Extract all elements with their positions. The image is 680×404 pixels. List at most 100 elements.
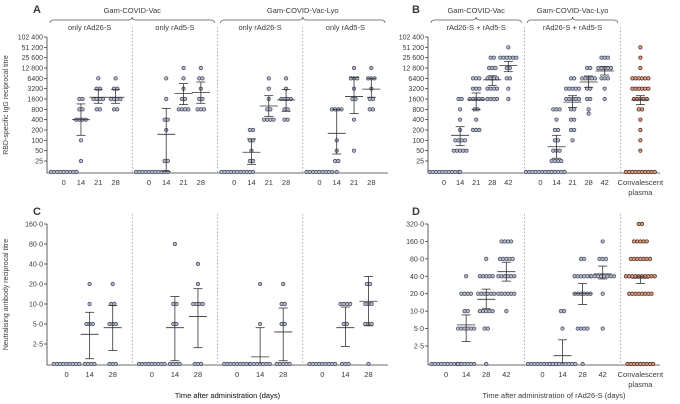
x-tick-label: 28 bbox=[482, 370, 490, 379]
y-tick-label: 160·0 bbox=[25, 222, 43, 229]
panel-c: C 2·5 5·0 10·0 20·0 40·0 80·0 160·0 Neutralising… bbox=[3, 206, 388, 400]
group: 0 14 28 bbox=[51, 281, 122, 379]
data-point bbox=[494, 86, 500, 91]
bracket-label: Gam-COVID-Vac-Lyo bbox=[537, 6, 609, 15]
group: 0 14 28 42 bbox=[429, 239, 517, 379]
data-point bbox=[367, 281, 373, 287]
data-point bbox=[100, 96, 106, 102]
group-label: only rAd26-S bbox=[238, 23, 281, 32]
data-point bbox=[464, 148, 469, 153]
x-tick-label: 0 bbox=[147, 178, 151, 187]
data-point bbox=[560, 326, 565, 331]
data-point bbox=[472, 326, 477, 331]
data-point bbox=[652, 274, 657, 279]
y-tick-label: 5·0 bbox=[33, 322, 43, 329]
data-point bbox=[266, 76, 271, 81]
group-label: rAd26-S + rAd5-S bbox=[543, 23, 602, 32]
data-point bbox=[165, 158, 170, 164]
data-point bbox=[267, 361, 272, 367]
data-point bbox=[96, 76, 101, 81]
data-point bbox=[572, 127, 577, 133]
data-point bbox=[334, 169, 339, 175]
data-point bbox=[638, 45, 643, 50]
x-tick-label: 0 bbox=[232, 178, 236, 187]
x-tick-label: 42 bbox=[601, 178, 609, 187]
panel-b: B 25 50 100 200 400 800 1600 3200 6400 12 800 25 60… bbox=[399, 4, 664, 197]
data-point bbox=[504, 309, 509, 314]
x-tick-label: 28 bbox=[197, 178, 205, 187]
x-tick-label: 28 bbox=[578, 370, 586, 379]
group: 0 14 28 bbox=[302, 214, 378, 379]
data-point bbox=[600, 291, 605, 296]
data-point bbox=[250, 158, 256, 164]
y-tick-label: 10·0 bbox=[29, 302, 43, 309]
data-point bbox=[92, 361, 97, 367]
data-point bbox=[113, 321, 119, 327]
y-tick-label: 12 800 bbox=[22, 66, 44, 73]
x-tick-label: 28 bbox=[109, 370, 117, 379]
bracket-label: Gam-COVID-Vac bbox=[104, 6, 162, 15]
data-point bbox=[181, 76, 186, 81]
data-point bbox=[484, 256, 489, 261]
data-point bbox=[559, 158, 564, 164]
y-tick-label: 50 bbox=[416, 148, 424, 155]
x-tick-label: Convalescent bbox=[618, 178, 664, 187]
data-point bbox=[353, 96, 358, 102]
data-point bbox=[477, 86, 482, 91]
x-tick-label: 28 bbox=[194, 370, 202, 379]
data-point bbox=[348, 301, 353, 307]
data-point bbox=[199, 361, 204, 367]
data-point bbox=[78, 158, 84, 164]
data-point bbox=[557, 148, 562, 153]
data-point bbox=[198, 65, 203, 71]
x-tick-label: 0 bbox=[444, 370, 448, 379]
x-tick-label: 21 bbox=[179, 178, 187, 187]
data-point bbox=[585, 326, 590, 331]
x-tick-label: 28 bbox=[584, 178, 592, 187]
data-point bbox=[113, 361, 119, 367]
data-point bbox=[462, 138, 468, 143]
x-tick-label: 14 bbox=[456, 178, 464, 187]
x-tick-label: 21 bbox=[265, 178, 273, 187]
data-point bbox=[258, 281, 263, 287]
data-point bbox=[485, 326, 490, 331]
data-point bbox=[344, 321, 350, 327]
y-tick-label: 10·0 bbox=[410, 309, 424, 316]
data-point bbox=[118, 96, 123, 102]
data-point bbox=[77, 361, 82, 367]
y-tick-label: 1600 bbox=[27, 97, 43, 104]
y-tick-label: 3200 bbox=[408, 86, 424, 93]
data-point bbox=[351, 65, 357, 71]
data-point bbox=[638, 148, 643, 153]
x-tick-label: 0 bbox=[540, 370, 544, 379]
data-point bbox=[250, 169, 256, 175]
data-point bbox=[369, 65, 374, 71]
x-tick-label: 42 bbox=[504, 178, 512, 187]
y-tick-label: 25 600 bbox=[403, 55, 425, 62]
data-point bbox=[174, 321, 179, 327]
data-point bbox=[266, 86, 271, 91]
group-label: only rAd5-S bbox=[326, 23, 365, 32]
y-tick-label: 100 bbox=[31, 138, 43, 145]
x-tick-label: 28 bbox=[279, 370, 287, 379]
group: only rAd5-S 0 14 21 28 bbox=[302, 23, 381, 187]
data-point bbox=[644, 239, 649, 244]
panel-letter: D bbox=[412, 206, 420, 218]
bracket bbox=[527, 16, 619, 24]
data-point bbox=[588, 65, 593, 71]
data-point bbox=[562, 309, 567, 314]
x-tick-label: 14 bbox=[162, 178, 170, 187]
data-point bbox=[165, 117, 170, 122]
x-tick-label: 0 bbox=[235, 370, 239, 379]
data-point bbox=[90, 321, 95, 327]
x-tick-label: 0 bbox=[320, 370, 324, 379]
data-point bbox=[346, 361, 351, 367]
data-point bbox=[164, 76, 169, 81]
x-tick-label: plasma bbox=[628, 188, 653, 197]
y-tick-label: 2·5 bbox=[33, 342, 43, 349]
data-point bbox=[200, 76, 205, 81]
y-tick-label: 6400 bbox=[408, 76, 424, 83]
